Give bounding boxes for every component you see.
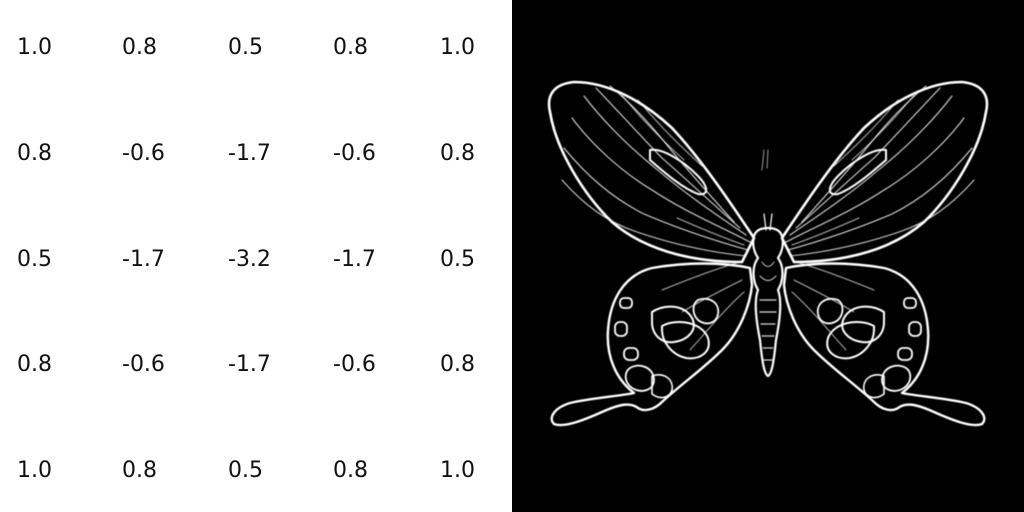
kernel-cell: 1.0 (17, 458, 52, 483)
kernel-matrix: 1.0 0.8 0.5 0.8 1.0 0.8 -0.6 -1.7 -0.6 0… (17, 35, 475, 483)
kernel-cell: -0.6 (122, 141, 165, 166)
kernel-cell: -1.7 (228, 141, 271, 166)
kernel-cell: 0.8 (333, 35, 368, 60)
kernel-cell: -0.6 (122, 352, 165, 377)
kernel-cell: 0.8 (440, 141, 475, 166)
filtered-image (512, 0, 1024, 512)
right-hindwing (782, 261, 986, 427)
right-forewing (780, 80, 989, 264)
kernel-cell: 0.8 (122, 458, 157, 483)
kernel-cell: 0.8 (17, 352, 52, 377)
kernel-cell: -1.7 (333, 247, 376, 272)
left-hindwing (550, 261, 754, 427)
kernel-cell: 0.8 (122, 35, 157, 60)
kernel-cell: 0.5 (440, 247, 475, 272)
kernel-cell: 0.8 (440, 352, 475, 377)
left-forewing (547, 80, 756, 264)
kernel-cell: 0.8 (333, 458, 368, 483)
kernel-cell: 0.5 (17, 247, 52, 272)
kernel-cell: -1.7 (122, 247, 165, 272)
kernel-cell: 1.0 (440, 35, 475, 60)
kernel-cell: -1.7 (228, 352, 271, 377)
kernel-cell: 1.0 (17, 35, 52, 60)
kernel-cell: 0.8 (17, 141, 52, 166)
butterfly-body (752, 149, 784, 378)
kernel-cell: 0.5 (228, 35, 263, 60)
kernel-cell: -0.6 (333, 141, 376, 166)
kernel-cell: 1.0 (440, 458, 475, 483)
kernel-cell: -0.6 (333, 352, 376, 377)
butterfly-edge-image (547, 80, 989, 427)
kernel-cell: 0.5 (228, 458, 263, 483)
kernel-cell: -3.2 (228, 247, 271, 272)
